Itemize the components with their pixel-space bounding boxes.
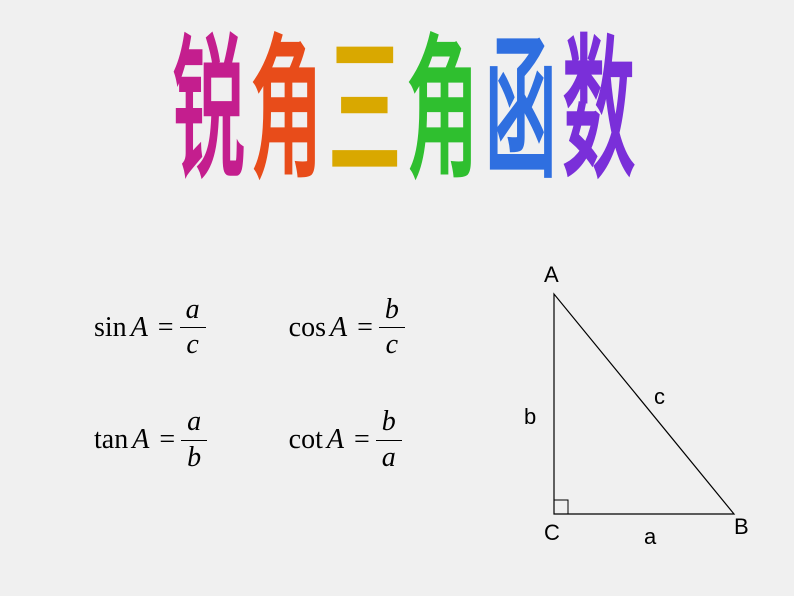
title-char: 三 [329,35,388,189]
func-name: cot [289,424,323,456]
slide-title: 锐角三角函数 [14,64,780,160]
equals: = [348,424,376,456]
denominator: b [181,442,207,474]
numerator: a [181,406,207,438]
numerator: a [180,294,206,326]
equals: = [152,312,180,344]
title-char: 锐 [173,35,232,189]
denominator: a [376,442,402,474]
vertex-label-B: B [734,514,749,540]
func-name: sin [94,312,127,344]
func-arg: A [128,424,153,456]
equals: = [351,312,379,344]
denominator: c [380,329,404,361]
fraction-bar [181,440,207,441]
side-label-a: a [644,524,656,550]
func-name: cos [289,312,326,344]
title-char: 数 [563,35,622,189]
func-arg: A [323,424,348,456]
right-triangle-diagram: A B C a b c [494,274,754,574]
fraction: a c [180,294,206,361]
fraction: a b [181,406,207,473]
formula-sin: sin A = a c [94,294,289,361]
fraction: b a [376,406,402,473]
title-char: 函 [485,35,544,189]
equals: = [153,424,181,456]
func-name: tan [94,424,128,456]
numerator: b [379,294,405,326]
vertex-label-A: A [544,262,559,288]
side-label-c: c [654,384,665,410]
fraction: b c [379,294,405,361]
fraction-bar [379,327,405,328]
func-arg: A [326,312,351,344]
denominator: c [180,329,204,361]
numerator: b [376,406,402,438]
fraction-bar [376,440,402,441]
vertex-label-C: C [544,520,560,546]
formula-cot: cot A = b a [289,406,474,473]
fraction-bar [180,327,206,328]
title-char: 角 [407,35,466,189]
func-arg: A [127,312,152,344]
formula-cos: cos A = b c [289,294,474,361]
title-char: 角 [251,35,310,189]
side-label-b: b [524,404,536,430]
formulas-block: sin A = a c cos A = b c [94,294,474,519]
formula-tan: tan A = a b [94,406,289,473]
